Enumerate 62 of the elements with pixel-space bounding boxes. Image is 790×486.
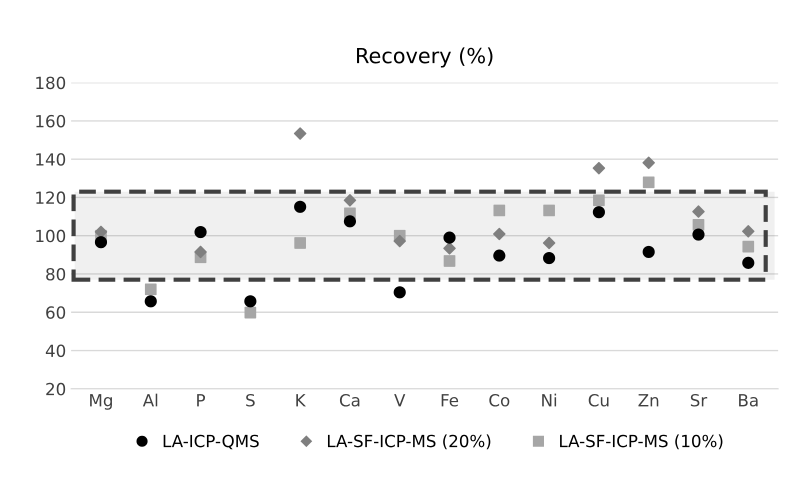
x-tick-label: Mg (90, 394, 112, 410)
point (593, 194, 605, 206)
point (642, 156, 655, 170)
x-tick-label: P (197, 394, 206, 406)
point (742, 256, 754, 269)
x-tick-label: Fe (442, 394, 458, 407)
point (543, 204, 555, 216)
point (444, 255, 456, 267)
y-tick-label: 40 (46, 344, 66, 358)
y-tick-label: 140 (36, 153, 66, 166)
point (344, 215, 356, 228)
point (294, 200, 306, 213)
point (493, 204, 506, 216)
y-tick-label: 20 (46, 382, 66, 396)
point (94, 236, 108, 248)
y-tick-label: 180 (36, 76, 66, 90)
x-tick-label: Al (142, 394, 158, 406)
y-tick-label: 160 (36, 114, 66, 128)
point (692, 228, 705, 241)
point (344, 194, 356, 207)
y-tick-label: 120 (36, 191, 66, 204)
point (742, 240, 754, 252)
point (592, 206, 605, 218)
point (642, 176, 655, 188)
point (244, 295, 256, 308)
point (692, 218, 704, 231)
point (244, 306, 256, 318)
x-tick-label: Ba (739, 394, 758, 407)
point (144, 283, 157, 296)
x-tick-label: S (246, 394, 255, 407)
point (144, 295, 157, 308)
point (194, 226, 207, 238)
point (742, 225, 755, 238)
x-tick-label: Ni (542, 394, 556, 406)
legend-label: LA-SF-ICP-MS (20%) (328, 434, 490, 450)
x-tick-label: Ca (340, 394, 360, 407)
point (394, 286, 406, 298)
point (692, 205, 705, 218)
legend-label: LA-SF-ICP-MS (10%) (560, 434, 722, 450)
point (493, 228, 506, 240)
chart-title: Recovery (%) (357, 47, 492, 68)
point (393, 234, 406, 248)
point (542, 236, 556, 250)
point (194, 246, 207, 258)
x-tick-label: Co (489, 394, 510, 407)
point (443, 232, 456, 244)
legend-label: LA-ICP-QMS (164, 434, 259, 450)
y-tick-label: 100 (36, 230, 66, 242)
y-tick-label: 60 (46, 306, 66, 319)
point (493, 250, 506, 262)
point (543, 252, 556, 264)
x-tick-label: V (394, 394, 406, 406)
point (592, 162, 606, 174)
point (294, 237, 306, 249)
point (443, 242, 456, 255)
point (294, 127, 306, 140)
x-tick-label: K (296, 394, 306, 406)
x-tick-label: Zn (638, 394, 658, 406)
x-tick-label: Sr (690, 394, 708, 407)
x-tick-label: Cu (588, 394, 608, 407)
point (642, 246, 655, 258)
y-tick-label: 80 (46, 268, 66, 281)
